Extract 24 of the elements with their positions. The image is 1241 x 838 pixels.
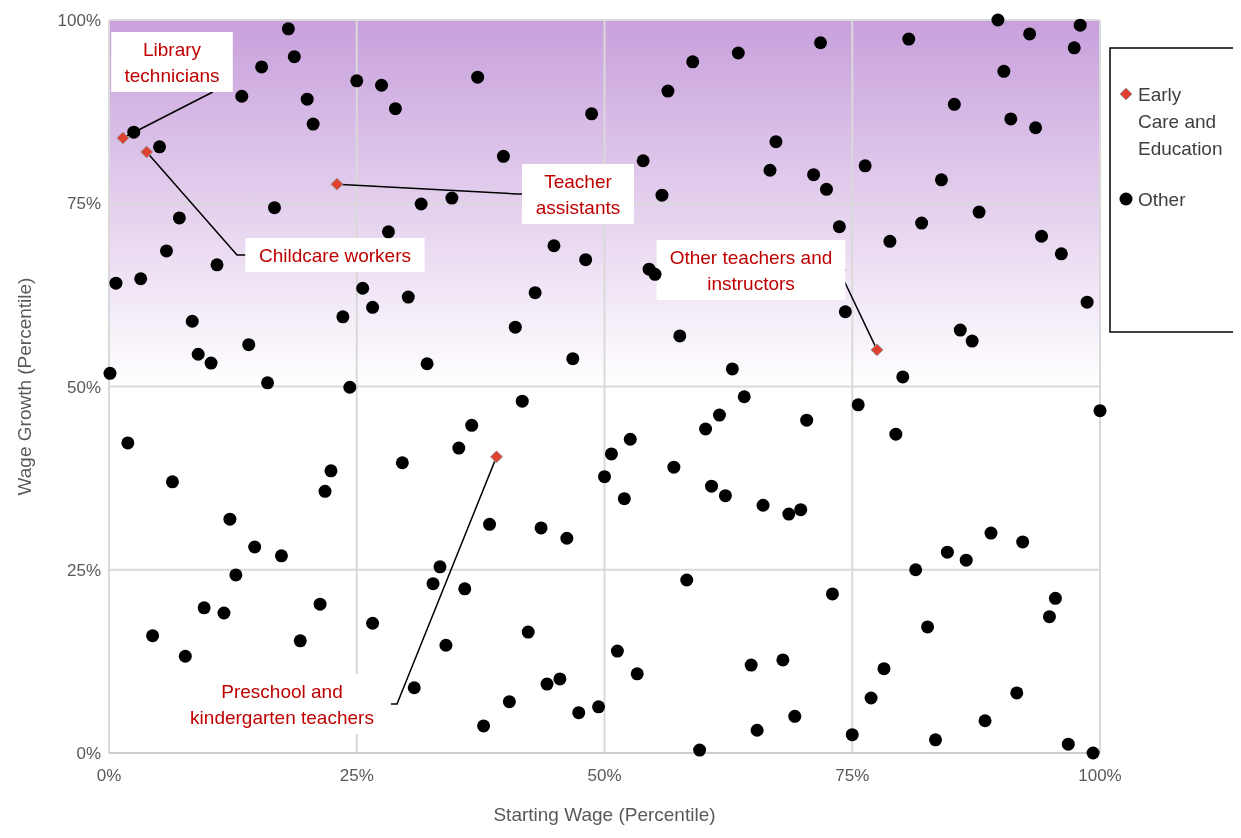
annotation: Preschool and kindergarten teachers bbox=[190, 681, 374, 728]
annotation: Other teachers and instructors bbox=[669, 247, 833, 294]
y-axis-title: Wage Growth (Percentile) bbox=[14, 277, 35, 496]
x-tick-label: 0% bbox=[96, 766, 122, 785]
x-tick-label: 25% bbox=[339, 766, 374, 785]
annotation: Childcare workers bbox=[258, 245, 412, 266]
y-tick-label: 75% bbox=[66, 194, 101, 214]
y-tick-label: 100% bbox=[57, 11, 101, 30]
x-tick-label: 50% bbox=[587, 766, 622, 785]
point bbox=[330, 177, 344, 191]
point bbox=[870, 343, 884, 357]
x-tick-label: 100% bbox=[1078, 766, 1122, 785]
y-tick-label: 25% bbox=[66, 560, 101, 580]
legend-label: Early Care and Education bbox=[1138, 84, 1223, 159]
x-axis-title: Starting Wage (Percentile) bbox=[493, 804, 716, 825]
y-tick-label: 0% bbox=[76, 744, 101, 763]
annotation: Library technicians bbox=[124, 39, 220, 86]
point bbox=[140, 145, 154, 159]
x-tick-label: 75% bbox=[835, 766, 870, 785]
annotation: Teacher assistants bbox=[535, 171, 621, 218]
point bbox=[116, 131, 130, 145]
legend-label: Other bbox=[1138, 189, 1187, 210]
point bbox=[489, 450, 503, 464]
y-tick-label: 50% bbox=[66, 377, 101, 397]
